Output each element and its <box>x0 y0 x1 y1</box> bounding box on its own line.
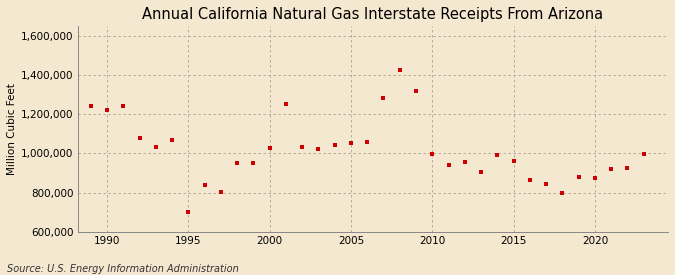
Y-axis label: Million Cubic Feet: Million Cubic Feet <box>7 83 17 175</box>
Point <box>427 152 437 156</box>
Point <box>118 104 129 109</box>
Point <box>605 167 616 171</box>
Point <box>639 152 649 156</box>
Point <box>541 182 551 186</box>
Point <box>183 210 194 214</box>
Point <box>167 138 178 142</box>
Point <box>573 175 584 179</box>
Point <box>281 102 292 107</box>
Point <box>508 159 519 163</box>
Point <box>443 163 454 167</box>
Point <box>394 68 405 72</box>
Point <box>557 191 568 195</box>
Point <box>589 176 600 180</box>
Point <box>199 183 210 187</box>
Point <box>215 189 226 194</box>
Point <box>346 141 356 145</box>
Point <box>492 153 503 158</box>
Point <box>102 108 113 112</box>
Text: Source: U.S. Energy Information Administration: Source: U.S. Energy Information Administ… <box>7 264 238 274</box>
Point <box>134 136 145 140</box>
Point <box>460 160 470 164</box>
Point <box>248 161 259 166</box>
Point <box>151 144 161 149</box>
Point <box>622 166 632 170</box>
Point <box>410 89 421 93</box>
Point <box>297 144 308 149</box>
Point <box>232 161 242 166</box>
Point <box>329 142 340 147</box>
Point <box>378 96 389 101</box>
Point <box>524 178 535 182</box>
Point <box>85 104 96 108</box>
Title: Annual California Natural Gas Interstate Receipts From Arizona: Annual California Natural Gas Interstate… <box>142 7 603 22</box>
Point <box>476 170 487 174</box>
Point <box>362 139 373 144</box>
Point <box>264 145 275 150</box>
Point <box>313 147 324 152</box>
